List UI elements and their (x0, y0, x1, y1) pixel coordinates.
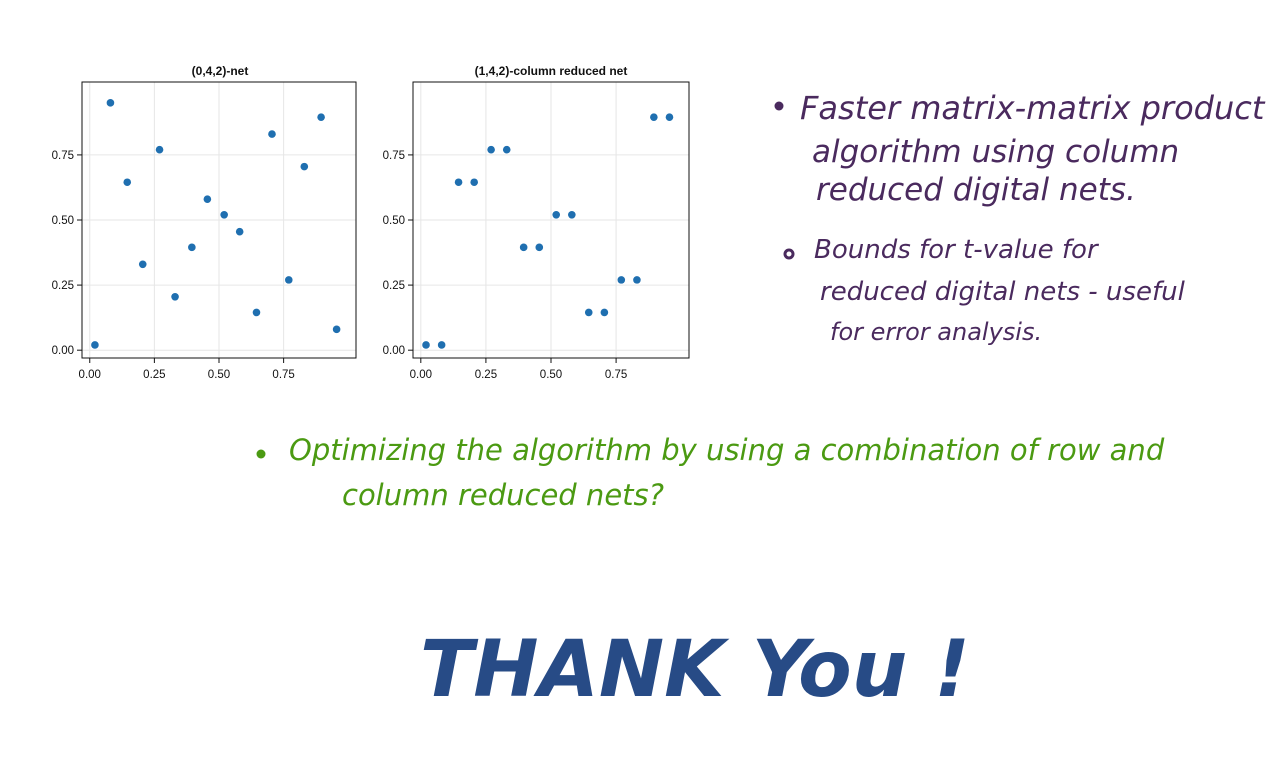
x-tick-label: 0.50 (208, 369, 230, 381)
bullet-dot (783, 248, 795, 260)
bullet-dot (774, 101, 784, 111)
scatter-point (454, 178, 463, 187)
scatter-chart-0-4-2-net: (0,4,2)-net 0.00 0.00 0.25 0.25 0.50 0.50 0.75… (52, 64, 357, 381)
scatter-point (188, 243, 196, 252)
scatter-point (650, 113, 658, 121)
scatter-point (91, 341, 99, 349)
y-tick-label: 0.25 (383, 280, 405, 292)
note-line: for error analysis. (830, 318, 1042, 346)
y-tick-label: 0.75 (383, 150, 405, 162)
chart-grid (413, 82, 689, 358)
note-line: reduced digital nets. (816, 172, 1136, 208)
scatter-point (422, 341, 430, 349)
y-tick-label: 0.00 (383, 345, 405, 357)
x-tick-label: 0.25 (143, 369, 165, 381)
scatter-point (568, 210, 576, 219)
scatter-point (171, 293, 179, 301)
chart-title: (0,4,2)-net (192, 64, 249, 78)
chart-points (422, 113, 674, 349)
chart-grid (82, 82, 356, 358)
scatter-point (220, 210, 228, 219)
x-tick-label: 0.00 (79, 369, 101, 381)
chart-ticks: 0.00 0.00 0.25 0.25 0.50 0.50 0.75 0.75 (383, 150, 628, 381)
scatter-point (123, 178, 132, 187)
thank-you-text: THANK You ! (420, 625, 970, 715)
scatter-point (633, 276, 641, 284)
scatter-point (519, 243, 528, 252)
scatter-point (502, 145, 511, 154)
scatter-point (300, 162, 309, 171)
y-tick-label: 0.00 (52, 345, 74, 357)
purple-notes: Faster matrix-matrix product algorithm u… (774, 89, 1266, 346)
chart-ticks: 0.00 0.00 0.25 0.25 0.50 0.50 0.75 0.75 (52, 150, 295, 381)
note-line: Bounds for t-value for (814, 235, 1100, 265)
thank-you: THANK You ! (420, 625, 970, 715)
y-tick-label: 0.75 (52, 150, 74, 162)
note-line: algorithm using column (812, 134, 1179, 170)
scatter-point (617, 276, 626, 284)
x-tick-label: 0.00 (410, 369, 432, 381)
scatter-point (106, 99, 115, 107)
green-note: Optimizing the algorithm by using a comb… (256, 433, 1165, 512)
x-tick-label: 0.50 (540, 369, 562, 381)
y-tick-label: 0.50 (52, 215, 74, 227)
scatter-point (252, 308, 261, 317)
scatter-point (584, 308, 593, 317)
y-tick-label: 0.25 (52, 280, 74, 292)
x-tick-label: 0.25 (475, 369, 497, 381)
note-line: column reduced nets? (342, 478, 664, 512)
scatter-point (284, 276, 293, 284)
chart-title: (1,4,2)-column reduced net (475, 64, 628, 78)
scatter-point (487, 145, 495, 154)
scatter-point (332, 325, 341, 334)
scatter-point (535, 243, 544, 252)
note-line: Optimizing the algorithm by using a comb… (289, 433, 1165, 467)
x-tick-label: 0.75 (272, 369, 294, 381)
scatter-point (437, 341, 446, 349)
scatter-point (665, 113, 674, 121)
scatter-point (600, 308, 609, 317)
scatter-point (203, 195, 212, 203)
scatter-point (317, 113, 325, 121)
chart-points (91, 99, 341, 349)
scatter-point (155, 145, 164, 154)
scatter-chart-1-4-2-column-reduced-net: (1,4,2)-column reduced net 0.000.000.250… (383, 64, 690, 381)
scatter-point (470, 178, 478, 187)
scatter-point (235, 227, 244, 236)
bullet-dot (256, 449, 266, 459)
y-tick-label: 0.50 (383, 215, 405, 227)
scatter-point (268, 130, 276, 138)
note-line: Faster matrix-matrix product (800, 89, 1266, 127)
x-tick-label: 0.75 (605, 369, 627, 381)
scatter-point (138, 260, 147, 269)
scatter-point (552, 210, 561, 219)
note-line: reduced digital nets - useful (820, 277, 1186, 307)
